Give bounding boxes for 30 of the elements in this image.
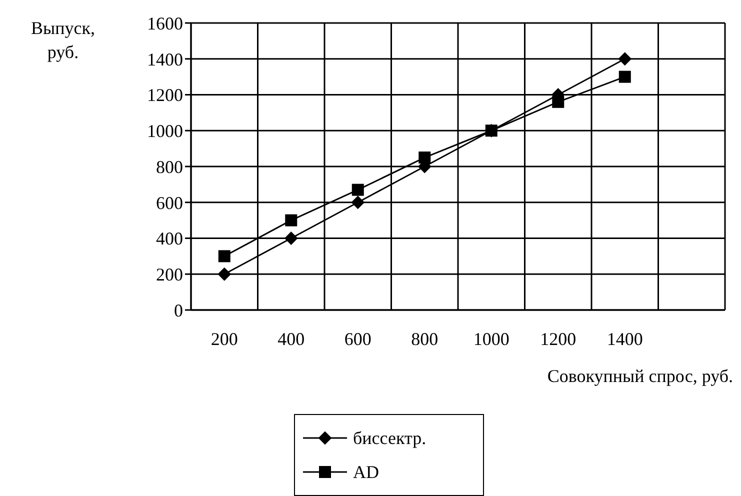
- legend-label: биссектр.: [353, 428, 426, 448]
- x-tick-label: 200: [210, 328, 238, 349]
- point: [284, 232, 298, 245]
- x-tick-label: 1000: [473, 328, 510, 349]
- legend-label: AD: [353, 462, 379, 482]
- x-tick-label: 800: [411, 328, 438, 349]
- point: [218, 268, 231, 281]
- x-tick-label: 1400: [606, 328, 643, 349]
- x-axis-title: Совокупный спрос, руб.: [547, 366, 733, 387]
- y-tick-label: 800: [156, 156, 183, 177]
- point: [552, 96, 564, 108]
- y-tick-label: 1000: [147, 121, 183, 142]
- y-tick-label: 1600: [147, 13, 183, 34]
- point: [218, 250, 230, 262]
- point: [285, 214, 298, 226]
- y-tick-label: 0: [174, 300, 183, 320]
- y-tick-label: 200: [156, 264, 183, 285]
- y-axis-title: Выпуск, руб.: [30, 17, 96, 64]
- x-tick-label: 600: [344, 328, 372, 349]
- x-tick-label: 1200: [540, 328, 576, 349]
- point: [618, 70, 631, 83]
- y-tick-label: 1200: [147, 85, 183, 106]
- x-tick-label: 400: [278, 328, 305, 349]
- point: [618, 52, 632, 66]
- y-tick-label: 1400: [147, 49, 183, 70]
- point: [352, 184, 364, 196]
- point: [418, 152, 431, 164]
- point: [351, 196, 364, 209]
- y-tick-label: 600: [156, 192, 183, 213]
- y-tick-label: 400: [156, 228, 183, 249]
